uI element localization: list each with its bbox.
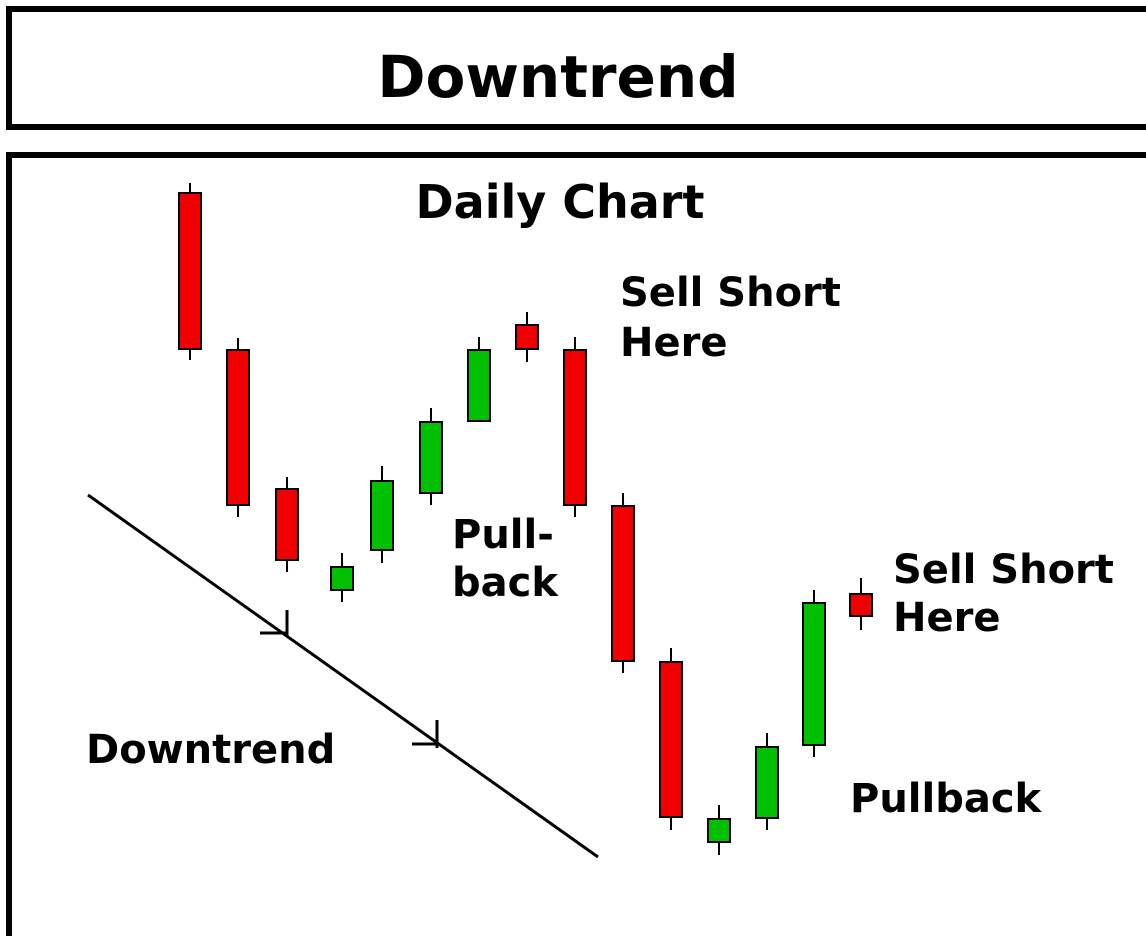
candles	[178, 183, 873, 855]
annotation: back	[452, 560, 559, 606]
candle-body	[563, 349, 587, 506]
annotation: Pull-	[452, 512, 554, 558]
panel-title: Daily Chart	[416, 175, 705, 229]
candle-body	[515, 324, 539, 350]
annotation: Sell Short	[893, 547, 1114, 593]
annotation: Here	[620, 320, 727, 366]
candle-body	[467, 349, 491, 422]
annotation: Pullback	[850, 776, 1043, 822]
candle-body	[707, 818, 731, 843]
candle-body	[659, 661, 683, 818]
annotation: Downtrend	[86, 727, 335, 773]
trend-arrow	[260, 610, 289, 637]
candle-body	[611, 505, 635, 662]
header-frame	[6, 6, 1146, 130]
candle-body	[849, 593, 873, 617]
trend-arrow	[412, 720, 439, 748]
candle-body	[370, 480, 394, 551]
candle-body	[226, 349, 250, 506]
candle-body	[755, 746, 779, 819]
annotation: Here	[893, 595, 1000, 641]
annotation: Sell Short	[620, 270, 841, 316]
panel-frame	[6, 152, 1146, 936]
trend-line	[87, 493, 599, 859]
header-title: Downtrend	[377, 43, 738, 111]
candle-body	[178, 192, 202, 350]
candle-body	[419, 421, 443, 494]
candle-body	[802, 602, 826, 746]
candle-body	[275, 488, 299, 561]
candle-body	[330, 566, 354, 591]
